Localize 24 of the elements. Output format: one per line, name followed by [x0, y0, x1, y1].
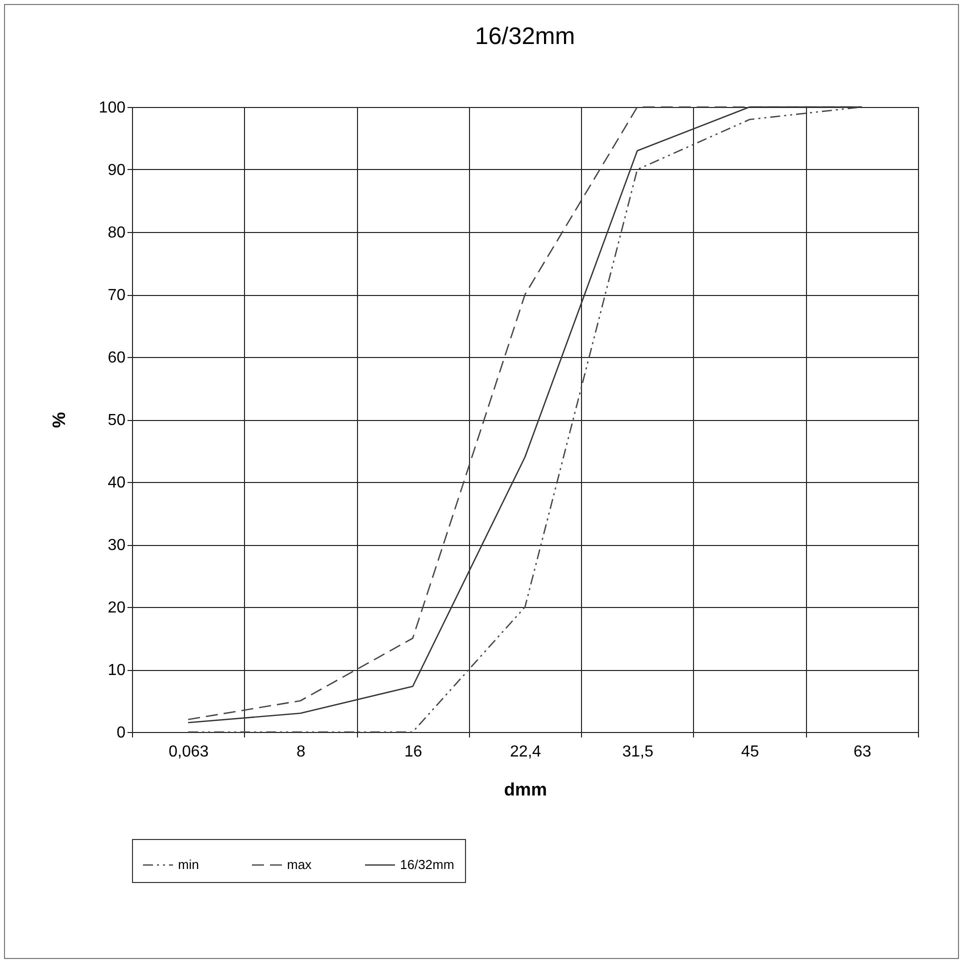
x-tick-label: 8: [296, 744, 306, 760]
y-tick-label: 90: [108, 162, 126, 179]
y-tick-label: 10: [108, 662, 126, 679]
x-tick-label: 16: [404, 744, 422, 760]
y-tick-label: 30: [108, 537, 126, 554]
y-tick-label: 60: [108, 350, 126, 366]
y-axis-title: %: [48, 412, 69, 428]
y-tick-label: 50: [108, 412, 126, 429]
x-tick-label: 63: [853, 744, 872, 760]
legend-label: 16/32mm: [400, 857, 454, 872]
x-tick-label: 0,063: [168, 744, 209, 760]
y-tick-label: 0: [116, 724, 126, 742]
y-tick-label: 20: [108, 600, 126, 616]
y-tick-label: 100: [98, 100, 126, 116]
y-tick-label: 40: [108, 474, 126, 492]
chart-title: 16/32mm: [474, 23, 576, 50]
legend-label: max: [287, 857, 312, 872]
x-axis-title: dmm: [504, 780, 548, 800]
x-tick-label: 31,5: [622, 744, 654, 760]
y-tick-label: 80: [108, 224, 126, 242]
x-tick-label: 22,4: [510, 744, 542, 760]
y-tick-label: 70: [108, 287, 126, 304]
legend-label: min: [178, 857, 199, 872]
x-tick-label: 45: [741, 744, 760, 760]
